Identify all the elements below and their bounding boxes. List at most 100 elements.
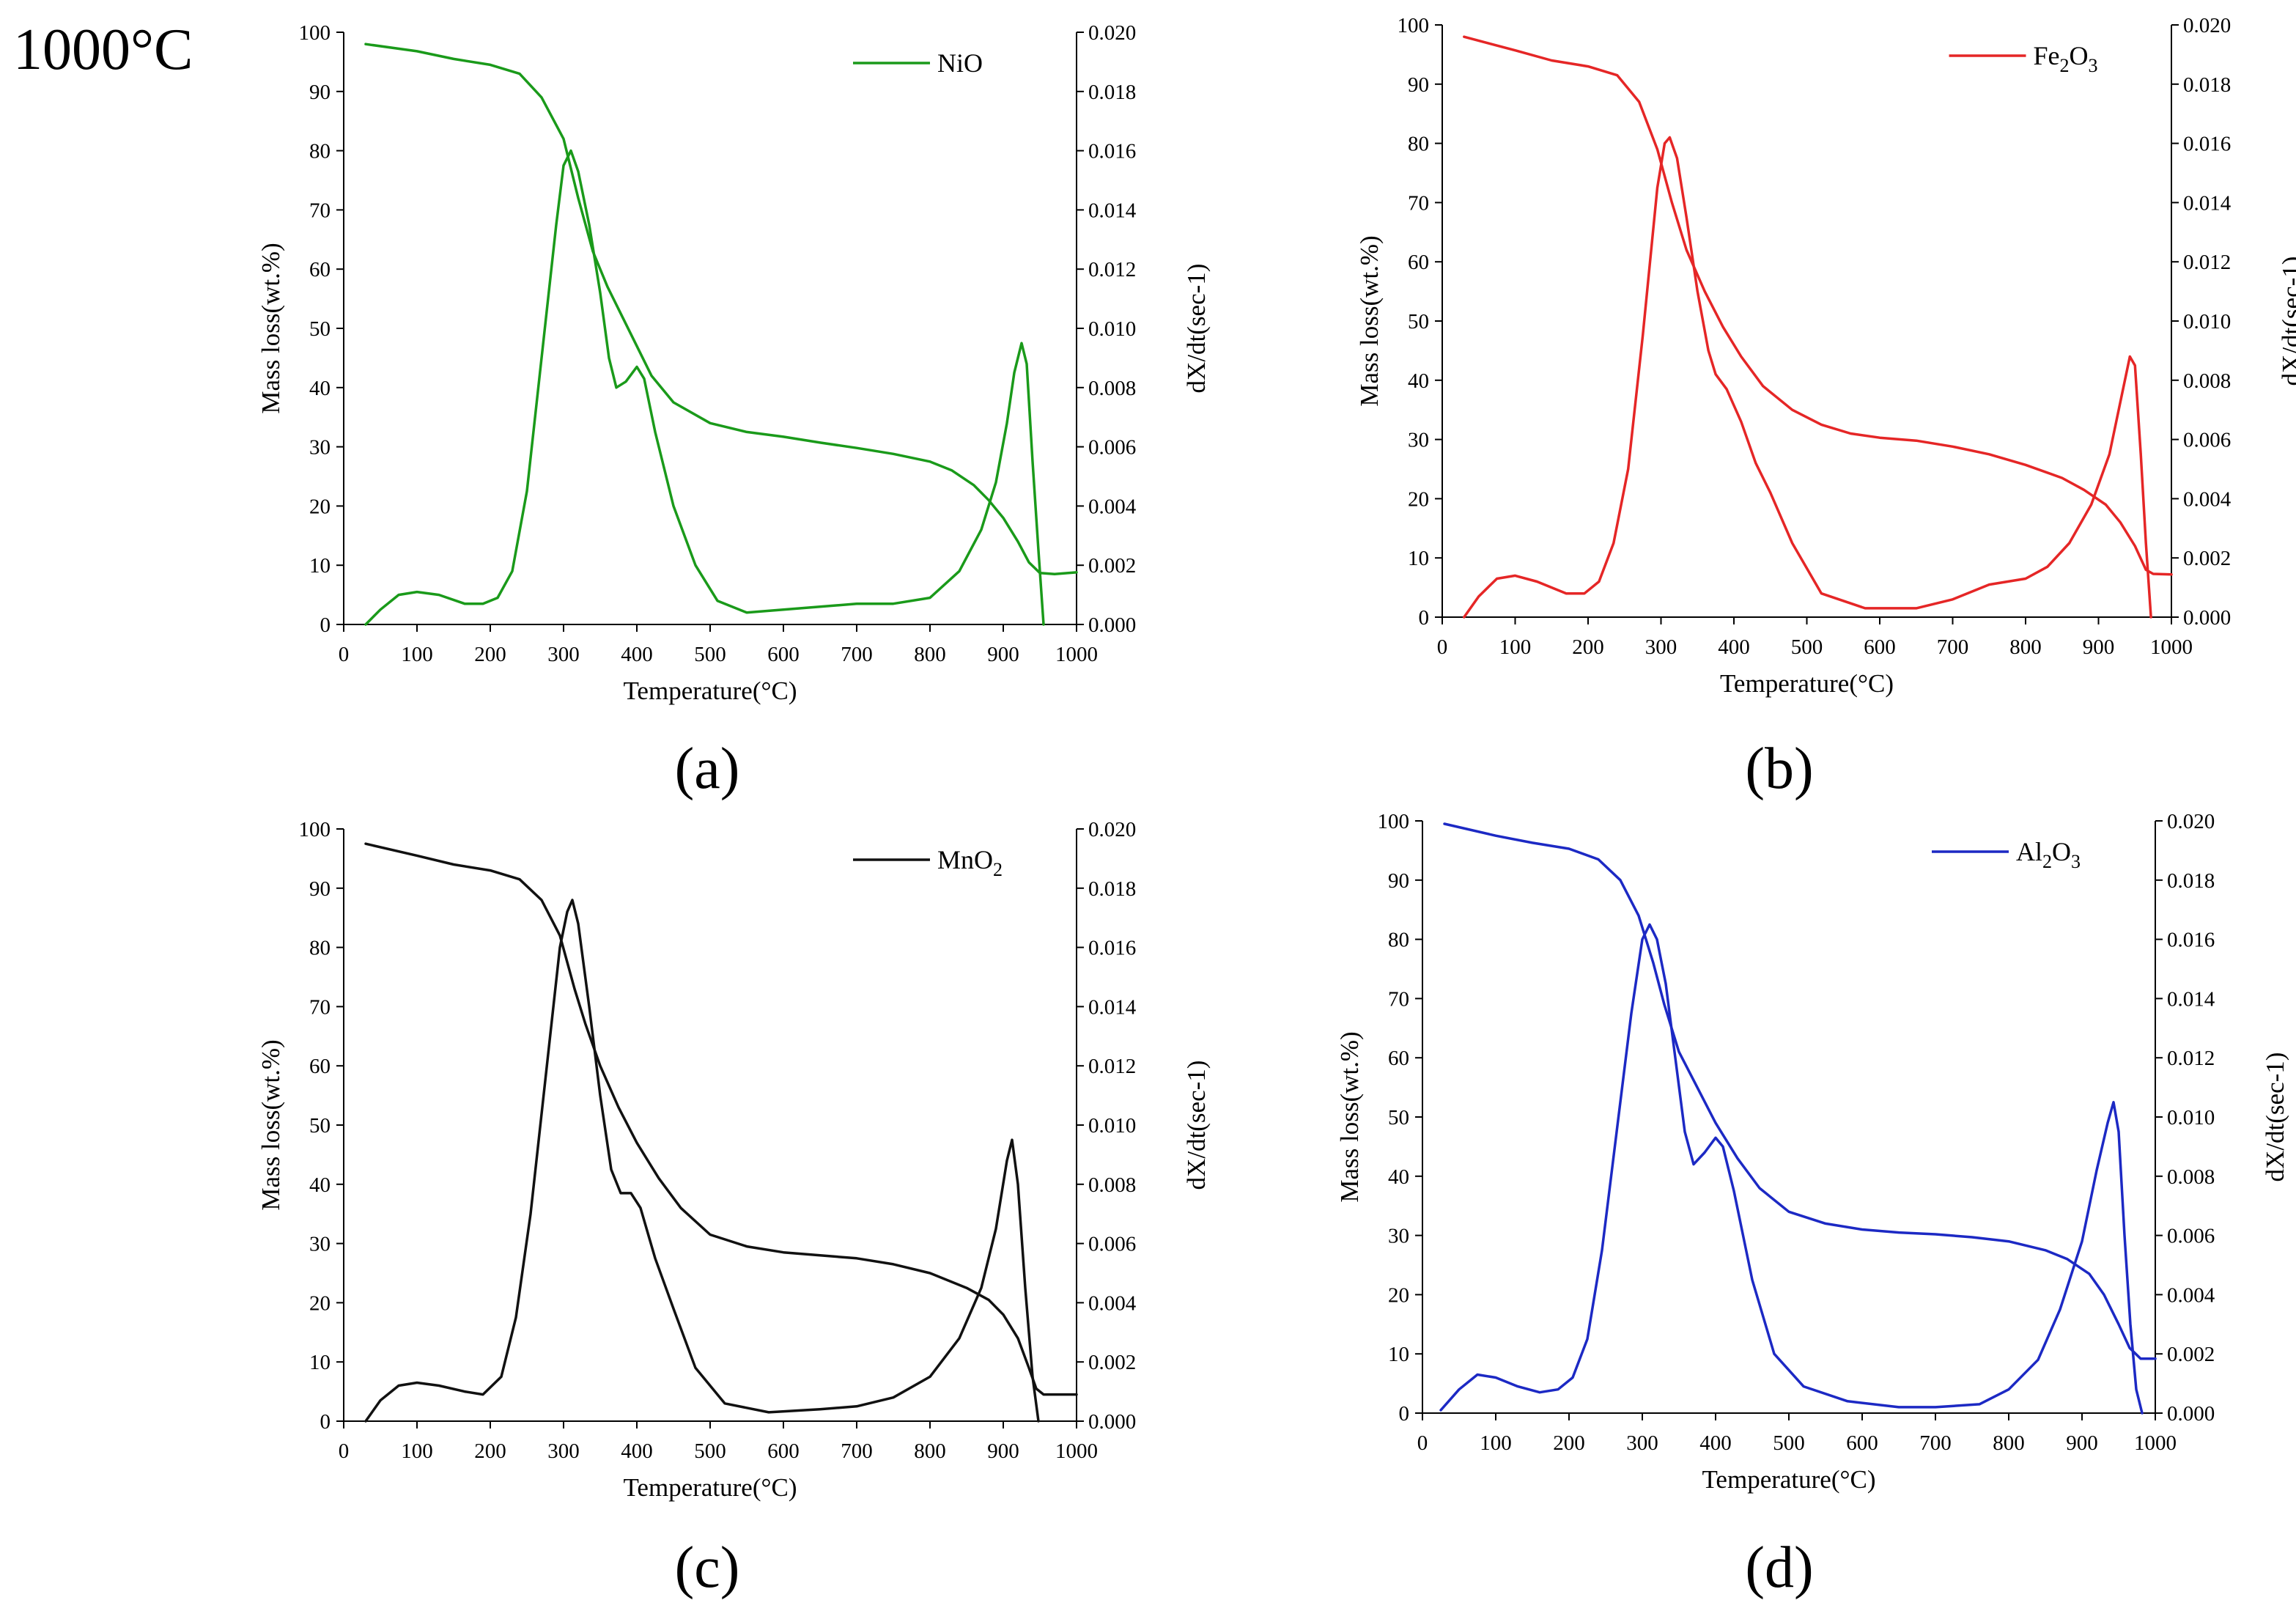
dxdt-series-line bbox=[364, 149, 1045, 626]
panel-label: (c) bbox=[675, 1536, 740, 1600]
legend-subscript: 3 bbox=[2089, 55, 2098, 76]
y2-tick-label: 0.002 bbox=[1088, 1351, 1136, 1374]
y-axis-title: Mass loss(wt.%) bbox=[1335, 1031, 1364, 1202]
panel-label: (a) bbox=[675, 737, 740, 801]
mass-loss-series-line bbox=[1443, 822, 2157, 1360]
y-tick-label: 80 bbox=[1408, 133, 1429, 156]
y2-axis-title: dX/dt(sec-1) bbox=[1182, 1061, 1211, 1190]
y-tick-label: 50 bbox=[1388, 1106, 1409, 1129]
y-tick-label: 30 bbox=[309, 436, 331, 460]
y2-tick-label: 0.016 bbox=[2167, 929, 2215, 952]
legend-entry: NiO bbox=[937, 48, 983, 78]
x-tick-label: 1000 bbox=[2150, 635, 2193, 659]
y2-tick-label: 0.018 bbox=[1088, 81, 1136, 104]
x-tick-label: 900 bbox=[2066, 1431, 2098, 1455]
dxdt-series-line bbox=[364, 899, 1040, 1423]
y2-axis-title: dX/dt(sec-1) bbox=[2261, 1052, 2289, 1182]
y-tick-label: 40 bbox=[1388, 1165, 1409, 1189]
y2-axis-title: dX/dt(sec-1) bbox=[2277, 257, 2296, 386]
x-axis-title: Temperature(°C) bbox=[624, 677, 797, 705]
y-tick-label: 50 bbox=[309, 1114, 331, 1138]
x-tick-label: 400 bbox=[621, 1439, 653, 1463]
x-tick-label: 200 bbox=[474, 1439, 506, 1463]
y-tick-label: 50 bbox=[1408, 310, 1429, 333]
y2-axis-title: dX/dt(sec-1) bbox=[1182, 264, 1211, 394]
x-tick-label: 200 bbox=[474, 643, 506, 666]
x-tick-label: 100 bbox=[401, 643, 433, 666]
y2-tick-label: 0.020 bbox=[1088, 21, 1136, 45]
y2-tick-label: 0.018 bbox=[2167, 869, 2215, 893]
x-tick-label: 400 bbox=[1699, 1431, 1732, 1455]
y-tick-label: 60 bbox=[309, 1055, 331, 1078]
y2-tick-label: 0.000 bbox=[2183, 606, 2231, 630]
x-tick-label: 400 bbox=[1718, 635, 1750, 659]
y2-tick-label: 0.000 bbox=[1088, 613, 1136, 637]
panel-label: (b) bbox=[1745, 737, 1813, 801]
chart-panel-4: 0 100 200 300 400 500 600 700 800 900 1000 0 10 20 30 4… bbox=[1335, 810, 2289, 1600]
x-tick-label: 900 bbox=[987, 643, 1019, 666]
y-tick-label: 70 bbox=[1408, 191, 1429, 215]
y2-tick-label: 0.008 bbox=[1088, 1173, 1136, 1197]
x-tick-label: 100 bbox=[1480, 1431, 1512, 1455]
x-axis-title: Temperature(°C) bbox=[1720, 669, 1894, 698]
y-tick-label: 0 bbox=[1419, 606, 1430, 630]
x-tick-label: 700 bbox=[841, 1439, 873, 1463]
y-tick-label: 20 bbox=[1388, 1283, 1409, 1307]
x-axis-title: Temperature(°C) bbox=[1702, 1465, 1876, 1494]
y2-tick-label: 0.004 bbox=[1088, 495, 1137, 518]
y2-tick-label: 0.000 bbox=[2167, 1402, 2215, 1426]
y2-tick-label: 0.002 bbox=[1088, 554, 1136, 578]
x-tick-label: 300 bbox=[547, 1439, 580, 1463]
x-tick-label: 900 bbox=[987, 1439, 1019, 1463]
y-axis-title: Mass loss(wt.%) bbox=[256, 243, 285, 413]
y-tick-label: 90 bbox=[309, 81, 331, 104]
legend-entry: MnO2 bbox=[937, 845, 1003, 880]
x-tick-label: 0 bbox=[339, 643, 350, 666]
y2-tick-label: 0.014 bbox=[1088, 995, 1137, 1019]
y-tick-label: 0 bbox=[1399, 1402, 1410, 1426]
y-tick-label: 100 bbox=[299, 818, 331, 841]
y-axis-title: Mass loss(wt.%) bbox=[1355, 235, 1384, 406]
y2-tick-label: 0.014 bbox=[2167, 987, 2215, 1011]
dxdt-series-line bbox=[1463, 136, 2152, 619]
y-tick-label: 50 bbox=[309, 317, 331, 341]
y2-tick-label: 0.010 bbox=[1088, 1114, 1136, 1138]
y-tick-label: 40 bbox=[1408, 369, 1429, 393]
x-tick-label: 200 bbox=[1572, 635, 1604, 659]
y2-tick-label: 0.008 bbox=[2167, 1165, 2215, 1189]
y2-tick-label: 0.006 bbox=[2183, 429, 2231, 452]
y2-tick-label: 0.002 bbox=[2167, 1343, 2215, 1366]
y-tick-label: 80 bbox=[1388, 929, 1409, 952]
y-tick-label: 60 bbox=[1408, 251, 1429, 274]
y-tick-label: 80 bbox=[309, 140, 331, 163]
y-tick-label: 30 bbox=[1408, 429, 1429, 452]
y2-tick-label: 0.000 bbox=[1088, 1410, 1136, 1434]
x-tick-label: 800 bbox=[2009, 635, 2042, 659]
y2-tick-label: 0.018 bbox=[1088, 877, 1136, 901]
y-tick-label: 30 bbox=[1388, 1225, 1409, 1248]
y-tick-label: 100 bbox=[1398, 14, 1430, 37]
x-axis-title: Temperature(°C) bbox=[624, 1473, 797, 1502]
y-tick-label: 40 bbox=[309, 377, 331, 400]
x-tick-label: 500 bbox=[1791, 635, 1823, 659]
y-tick-label: 90 bbox=[309, 877, 331, 901]
x-tick-label: 600 bbox=[1864, 635, 1896, 659]
y-tick-label: 20 bbox=[309, 1291, 331, 1315]
y2-tick-label: 0.006 bbox=[1088, 436, 1136, 460]
legend-text: Al bbox=[2016, 837, 2042, 866]
y-axis-title: Mass loss(wt.%) bbox=[256, 1039, 285, 1210]
legend-text: MnO bbox=[937, 845, 993, 874]
x-tick-label: 300 bbox=[1626, 1431, 1658, 1455]
y-tick-label: 10 bbox=[309, 1351, 331, 1374]
x-tick-label: 900 bbox=[2083, 635, 2115, 659]
y2-tick-label: 0.020 bbox=[2167, 810, 2215, 833]
y-tick-label: 40 bbox=[309, 1173, 331, 1197]
y-tick-label: 70 bbox=[309, 995, 331, 1019]
y2-tick-label: 0.012 bbox=[1088, 258, 1136, 281]
legend-subscript: 2 bbox=[993, 859, 1003, 880]
chart-panel-2: 0 100 200 300 400 500 600 700 800 900 1000 0 10 20 30 4… bbox=[1355, 14, 2296, 801]
y-tick-label: 0 bbox=[320, 1410, 331, 1434]
y2-tick-label: 0.020 bbox=[2183, 14, 2231, 37]
y-tick-label: 70 bbox=[309, 199, 331, 222]
x-tick-label: 700 bbox=[841, 643, 873, 666]
